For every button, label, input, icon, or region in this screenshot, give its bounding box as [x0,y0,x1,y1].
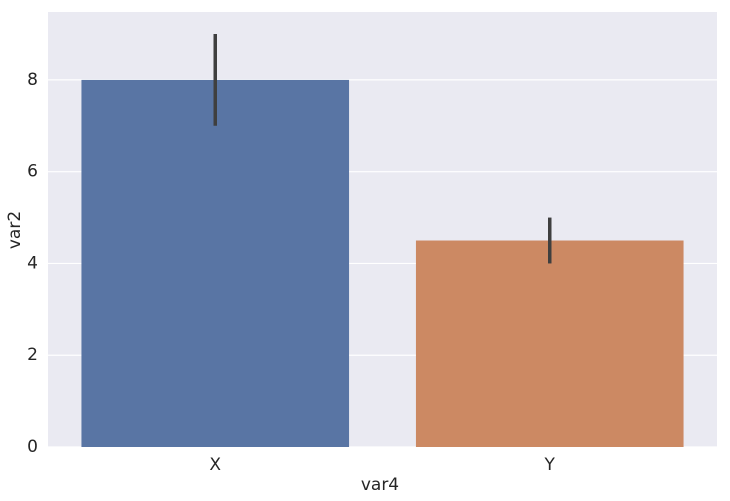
bar [415,240,684,447]
bar [81,79,350,448]
y-tick-label: 2 [27,345,38,365]
y-tick-label: 4 [27,253,38,273]
y-tick-label: 6 [27,162,38,182]
y-axis-label: var2 [5,211,25,249]
y-tick-label: 8 [27,70,38,90]
x-tick-label: X [209,455,221,475]
x-tick-label: Y [544,455,556,475]
x-axis-label: var4 [361,475,399,495]
y-tick-label: 0 [27,437,38,457]
